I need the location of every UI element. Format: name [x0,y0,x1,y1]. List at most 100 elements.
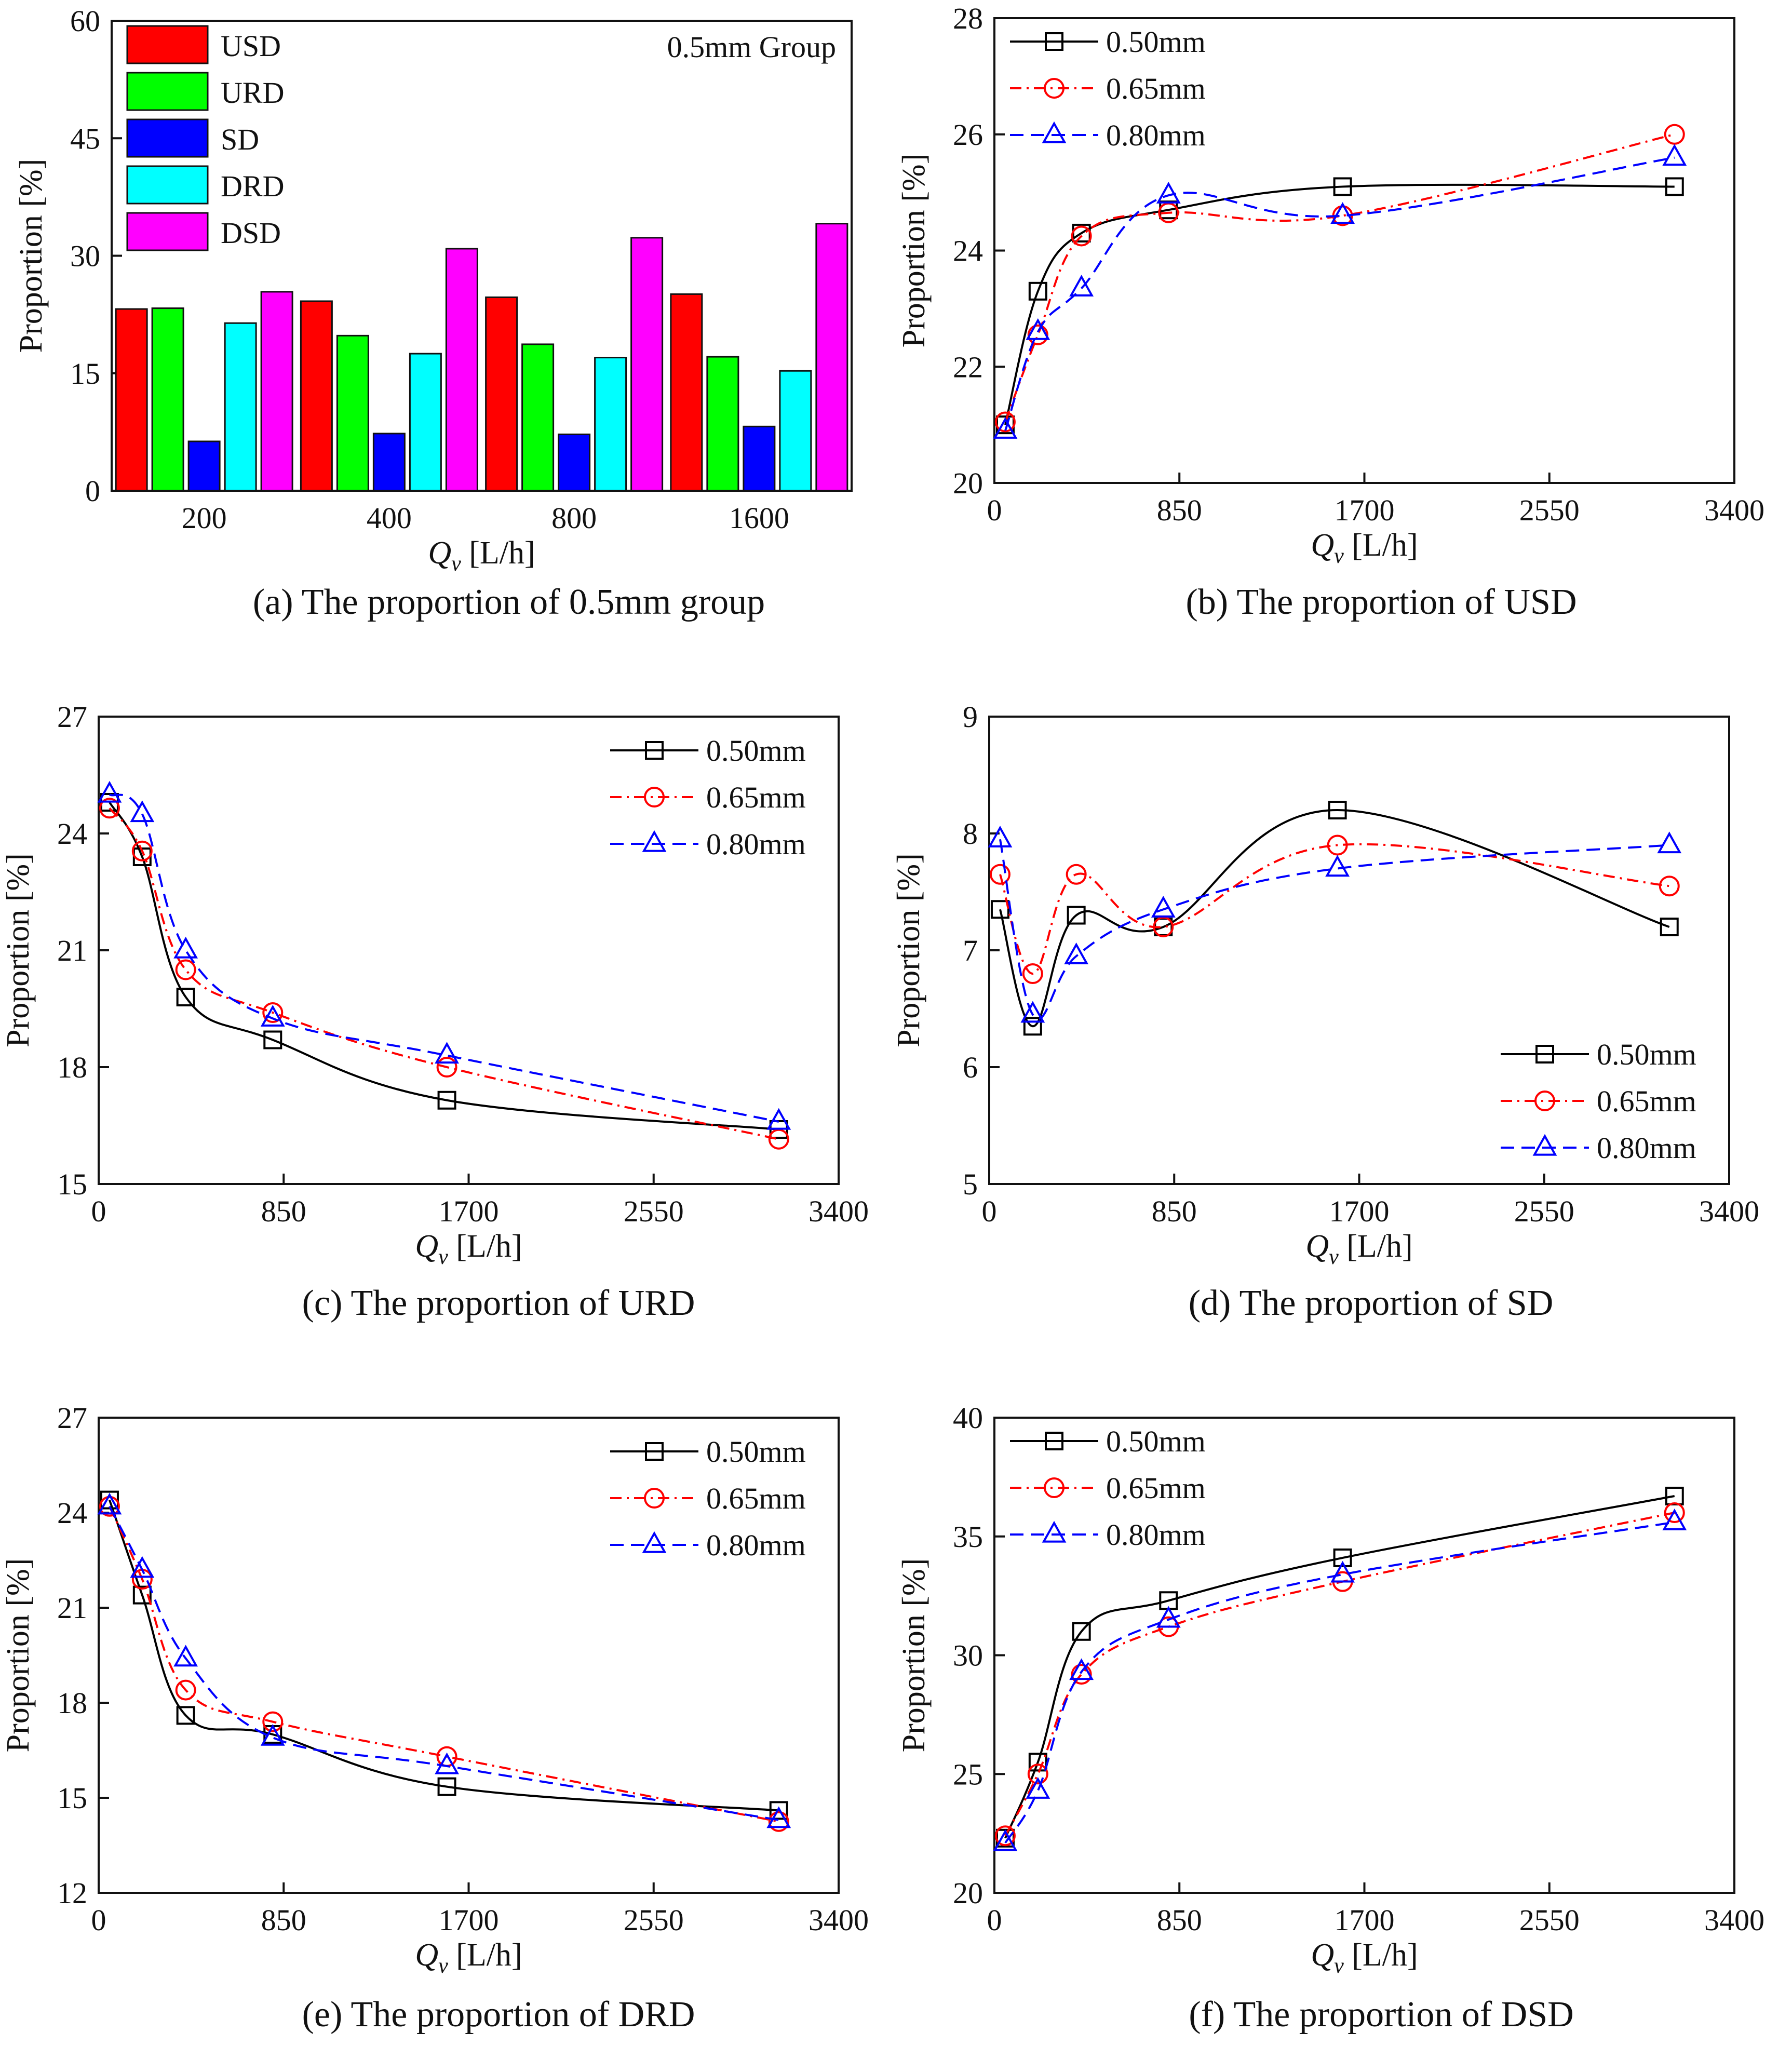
data-point-0.65mm-50 [99,798,120,819]
data-point-0.50mm-3125 [1660,918,1679,936]
x-axis-label-unit: [L/h] [461,535,535,571]
bar-drd-800 [594,357,627,492]
series-line-0.65mm [1004,1512,1675,1837]
bar-dsd-400 [445,248,478,492]
x-tick-label: 2550 [624,1194,684,1228]
data-point-0.80mm-50 [993,1829,1018,1851]
bar-sd-1600 [743,425,776,492]
data-point-0.65mm-800 [262,1711,284,1732]
legend-swatch-usd [126,25,209,64]
y-tick-label: 30 [953,1639,983,1673]
data-point-0.80mm-50 [97,780,122,803]
data-point-0.80mm-800 [1156,182,1181,204]
x-axis-label-unit: [L/h] [448,1229,522,1264]
legend-label-0.50mm: 0.50mm [706,734,806,768]
legend-marker-0.50mm [1535,1045,1554,1064]
x-axis-label: Qv [L/h] [1311,528,1418,568]
legend-marker-0.80mm [642,1531,667,1553]
data-point-0.50mm-1600 [437,1777,456,1796]
x-tick-label: 850 [1157,1903,1202,1937]
legend-label-0.50mm: 0.50mm [1106,1424,1206,1458]
x-tick-label: 3400 [1699,1194,1759,1228]
data-point-0.65mm-400 [1071,1664,1092,1685]
legend-marker-0.50mm [645,741,664,760]
data-point-0.80mm-1600 [435,1752,460,1774]
legend-marker-0.50mm [1045,32,1063,51]
x-axis-label-subscript: v [438,1954,448,1978]
y-tick-label: 5 [963,1167,978,1201]
y-tick-label: 15 [57,1781,87,1815]
data-point-0.65mm-3125 [768,1128,789,1150]
data-point-0.80mm-3125 [1662,144,1687,166]
line-chart-drd: 12 15 18 21 24 27 Proportion [%] Qv [L/h] 0 850 17… [1,1401,869,1978]
data-point-0.65mm-400 [1071,225,1092,247]
x-tick-label: 0 [987,493,1002,527]
data-point-0.80mm-800 [1156,1606,1181,1628]
series-line-0.80mm [1004,156,1675,431]
y-tick-label: 40 [953,1401,983,1435]
caption-f: (f) The proportion of DSD [1189,1995,1574,2035]
bar-usd-200 [115,308,148,492]
data-point-0.65mm-800 [1153,917,1174,937]
data-point-0.80mm-200 [1026,1777,1050,1799]
data-point-0.50mm-3125 [1665,177,1684,196]
data-point-0.80mm-50 [988,826,1013,847]
y-axis-label: Proportion [%] [896,1558,932,1753]
data-point-0.80mm-800 [1151,896,1176,918]
x-tick-label: 1700 [439,1903,499,1937]
y-tick-label: 27 [57,700,87,734]
y-tick-label: 24 [57,817,87,851]
y-axis-label: Proportion [%] [891,853,926,1047]
legend-marker-0.80mm [642,830,667,852]
caption-d: (d) The proportion of SD [1188,1283,1554,1323]
legend-swatch-dsd [126,212,209,251]
y-tick-label: 15 [57,1167,87,1201]
bar-usd-400 [300,300,333,492]
plot-frame [993,17,1735,484]
legend-label-sd: SD [221,123,259,156]
x-tick-label: 2550 [1519,493,1580,527]
x-tick-label: 850 [1157,493,1202,527]
line-chart-dsd: 20 25 30 35 40 Proportion [%] Qv [L/h] 0 850 1700… [896,1401,1764,1978]
caption-b: (b) The proportion of USD [1185,582,1577,622]
bar-drd-400 [409,353,442,492]
x-tick-label: 3400 [1704,493,1764,527]
y-tick-label: 21 [57,1591,87,1625]
x-axis-label: Qv [L/h] [1305,1229,1412,1269]
data-point-0.80mm-200 [1020,1001,1045,1023]
bar-usd-800 [485,296,518,492]
y-axis-label: Proportion [%] [1,1558,36,1753]
x-tick-label: 3400 [809,1194,869,1228]
y-tick-label: 24 [57,1496,87,1530]
line-chart-urd: 15 18 21 24 27 Proportion [%] Qv [L/h] 0 850 1700… [1,700,869,1269]
x-axis-label-subscript: v [1334,1954,1344,1978]
x-tick-label: 3400 [809,1903,869,1937]
data-point-0.50mm-50 [990,900,1009,919]
data-point-0.65mm-800 [262,1002,284,1023]
x-tick-label: 1600 [729,501,789,535]
legend-label-0.80mm: 0.80mm [1106,1518,1206,1552]
data-point-0.50mm-400 [1067,906,1086,925]
data-point-0.65mm-200 [1022,963,1043,984]
data-point-0.80mm-3125 [1662,1509,1687,1530]
y-tick-label: 35 [953,1520,983,1554]
y-tick-label: 18 [57,1686,87,1720]
legend-marker-0.50mm [1045,1432,1063,1450]
legend-label-0.80mm: 0.80mm [1597,1131,1696,1165]
x-tick-label: 3400 [1704,1903,1764,1937]
line-chart-usd: 20 22 24 26 28 Proportion [%] Qv [L/h] 0 850 1700… [896,2,1764,568]
x-tick-label: 1700 [439,1194,499,1228]
data-point-0.65mm-50 [994,411,1016,433]
series-line-0.50mm [1004,1495,1675,1839]
bar-sd-800 [558,433,591,492]
legend-marker-0.65mm [644,1488,665,1509]
series-line-0.80mm [999,839,1669,1020]
data-point-0.65mm-3125 [1659,876,1680,897]
data-point-0.65mm-1600 [436,1057,457,1078]
legend-marker-0.80mm [1042,121,1067,143]
x-tick-label: 200 [182,501,227,535]
data-point-0.80mm-800 [260,1005,285,1027]
x-axis-label-symbol: Q [415,1229,438,1264]
data-point-0.80mm-400 [173,1645,198,1667]
data-point-0.50mm-400 [1072,1622,1091,1641]
